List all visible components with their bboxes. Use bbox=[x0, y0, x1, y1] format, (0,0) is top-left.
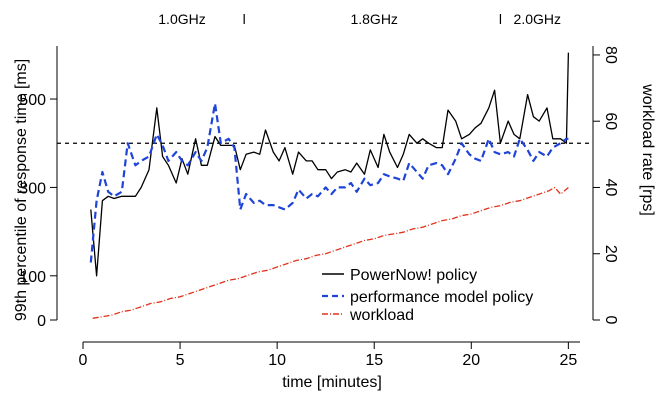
series-lines bbox=[89, 52, 570, 319]
x-tick-label-25: 25 bbox=[559, 352, 577, 369]
x-tick-label-0: 0 bbox=[79, 352, 88, 369]
y2-tick-label-0: 0 bbox=[602, 316, 619, 325]
y2-tick-label-40: 40 bbox=[602, 179, 619, 197]
y-tick-label-300: 300 bbox=[19, 180, 46, 197]
y2-axis-ticks: 0 20 40 60 80 bbox=[593, 46, 619, 325]
legend-label-workload: workload bbox=[349, 307, 414, 324]
y2-tick-label-80: 80 bbox=[602, 46, 619, 64]
x-tick-label-15: 15 bbox=[365, 352, 383, 369]
series-line-workload bbox=[92, 186, 569, 319]
frequency-label-2: 2.0GHz bbox=[514, 11, 561, 27]
y-axis-title: 99th percentile of response time [ms] bbox=[13, 59, 30, 321]
frequency-label-1: 1.8GHz bbox=[350, 11, 397, 27]
frequency-marker-0: l bbox=[243, 11, 246, 27]
x-tick-label-10: 10 bbox=[268, 352, 286, 369]
frequency-annotations: 1.0GHz 1.8GHz 2.0GHz l l bbox=[158, 11, 561, 27]
y-tick-label-0: 0 bbox=[37, 313, 46, 330]
x-axis-ticks: 0 5 10 15 20 25 bbox=[79, 342, 577, 369]
legend: PowerNow! policy performance model polic… bbox=[322, 267, 533, 324]
y-tick-label-100: 100 bbox=[19, 269, 46, 286]
series-line-performance-model-policy bbox=[89, 102, 569, 263]
x-tick-label-5: 5 bbox=[176, 352, 185, 369]
y2-axis-title: workload rate [rps] bbox=[639, 83, 656, 216]
y-tick-label-500: 500 bbox=[19, 92, 46, 109]
legend-label-performance-model: performance model policy bbox=[350, 289, 533, 306]
series-line-powernow-policy bbox=[90, 52, 570, 277]
legend-label-powernow: PowerNow! policy bbox=[350, 267, 477, 284]
y-axis-ticks: 0 100 300 500 bbox=[19, 92, 57, 330]
x-tick-label-20: 20 bbox=[462, 352, 480, 369]
y2-tick-label-20: 20 bbox=[602, 245, 619, 263]
y2-tick-label-60: 60 bbox=[602, 112, 619, 130]
frequency-marker-1: l bbox=[499, 11, 502, 27]
frequency-label-0: 1.0GHz bbox=[158, 11, 205, 27]
x-axis-title: time [minutes] bbox=[282, 374, 382, 391]
